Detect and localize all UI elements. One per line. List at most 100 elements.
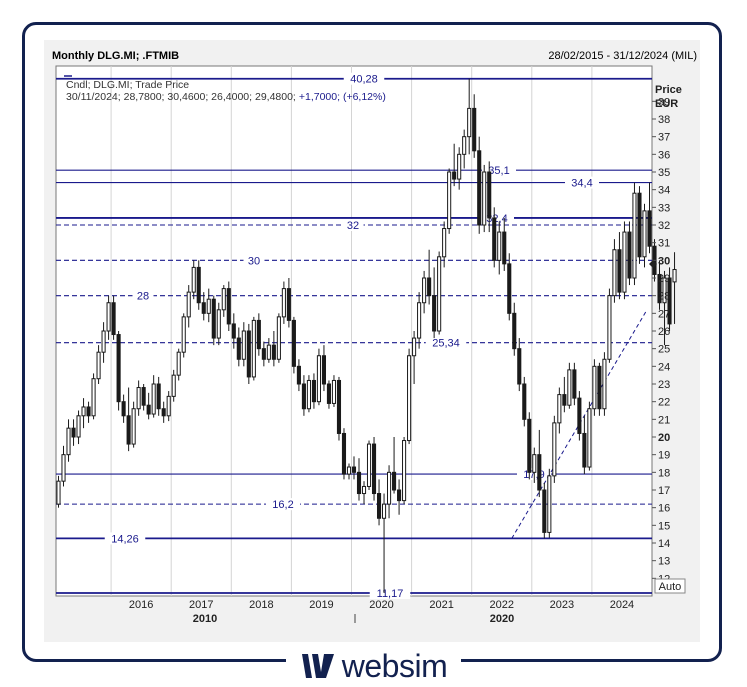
- candle-body: [632, 192, 637, 279]
- candle-body: [116, 334, 121, 403]
- candle-body: [126, 415, 131, 445]
- candle-body: [557, 394, 562, 424]
- level-label: 32: [347, 220, 359, 232]
- candle-body: [271, 344, 276, 360]
- candle-body: [76, 415, 81, 438]
- candle-body: [567, 369, 572, 406]
- candle-body: [662, 277, 667, 304]
- x-tick-label: 2017: [189, 599, 213, 611]
- x-tick-label: 2021: [429, 599, 453, 611]
- candle-body: [131, 408, 136, 445]
- candle-body: [381, 503, 387, 519]
- candle-body: [592, 365, 597, 410]
- candle-body: [512, 312, 517, 350]
- candle-body: [56, 480, 61, 505]
- candle-body: [101, 330, 106, 353]
- level-label: 11,17: [377, 588, 404, 600]
- level-label-bg: [266, 498, 300, 511]
- candle-body: [306, 379, 311, 410]
- candle-body: [241, 330, 246, 360]
- candle-body: [407, 355, 412, 442]
- candle-body: [582, 432, 587, 468]
- auto-button-label[interactable]: Auto: [659, 581, 682, 593]
- level-label-bg: [243, 254, 265, 267]
- axis-price-label: Price: [655, 84, 682, 96]
- candle-body: [136, 387, 141, 410]
- candle-body: [341, 432, 347, 475]
- candle-body: [246, 330, 251, 378]
- candle-body: [477, 150, 482, 226]
- x-tick-label: 2018: [249, 599, 273, 611]
- level-label-bg: [342, 219, 364, 231]
- y-tick-label: 19: [658, 450, 670, 462]
- candle-body: [542, 489, 547, 533]
- candle-body: [106, 302, 111, 332]
- candle-body: [286, 288, 291, 321]
- y-tick-label: 38: [658, 114, 670, 126]
- auto-button-bg[interactable]: [654, 578, 686, 594]
- level-label-bg: [132, 289, 154, 302]
- candle-body: [166, 395, 171, 417]
- last-price-diamond: [649, 260, 657, 268]
- candle-body: [447, 171, 452, 230]
- candle-body: [577, 397, 582, 434]
- candle-body: [462, 136, 467, 155]
- candle-body: [617, 249, 622, 293]
- y-tick-label: 26: [658, 326, 670, 338]
- y-tick-label: 13: [658, 556, 670, 568]
- candle-body: [321, 355, 327, 385]
- candle-body: [472, 107, 477, 152]
- y-tick-label: 25: [658, 344, 670, 356]
- candle-body: [211, 298, 216, 339]
- candle-body: [226, 288, 231, 325]
- auto-scale-button[interactable]: Auto: [654, 578, 686, 594]
- level-label-bg: [343, 72, 385, 85]
- candle-body: [311, 379, 316, 403]
- trend-line[interactable]: [511, 309, 648, 539]
- candle-body: [176, 351, 181, 376]
- x-tick-label: 2022: [490, 599, 514, 611]
- candle-body: [96, 351, 101, 380]
- candle-body: [276, 316, 281, 360]
- candle-body: [517, 348, 522, 385]
- candle-body: [86, 406, 91, 417]
- candle-body: [597, 365, 602, 410]
- candle-body: [452, 171, 457, 180]
- level-label: 35,1: [488, 165, 509, 177]
- candle-body: [487, 171, 492, 219]
- y-tick-label: 14: [658, 538, 670, 550]
- y-tick-label: 27: [658, 308, 670, 320]
- candle-body: [622, 231, 627, 293]
- candle-body: [301, 383, 306, 410]
- candle-body: [572, 369, 577, 399]
- candle-body: [376, 493, 382, 519]
- y-tick-label: 23: [658, 379, 670, 391]
- level-label: 25,34: [432, 338, 460, 350]
- candle-body: [191, 266, 196, 293]
- y-tick-label: 17: [658, 485, 670, 497]
- last-price-marker: [649, 260, 657, 268]
- candle-body: [316, 355, 321, 403]
- candle-body: [111, 302, 116, 336]
- level-label-bg: [369, 586, 411, 599]
- y-tick-label: 39: [658, 96, 670, 108]
- candle-body: [151, 383, 156, 415]
- candle-body: [612, 249, 617, 297]
- candle-body: [492, 217, 497, 261]
- candle-body: [81, 406, 86, 417]
- y-tick-label: 21: [658, 414, 670, 426]
- x-decade-label: 2020: [490, 613, 514, 625]
- candle-body: [387, 471, 392, 505]
- candle-body: [361, 485, 367, 495]
- candle-body: [331, 379, 337, 404]
- y-tick-label: 30: [658, 255, 670, 267]
- candle-body: [356, 471, 362, 495]
- candle-body: [647, 210, 652, 247]
- candle-body: [366, 443, 372, 487]
- level-label: 14,26: [111, 533, 139, 545]
- legend-change: +1,7000; (+6,12%): [299, 91, 386, 103]
- candle-body: [296, 365, 301, 385]
- candle-body: [672, 269, 677, 283]
- level-label: 30: [248, 255, 260, 267]
